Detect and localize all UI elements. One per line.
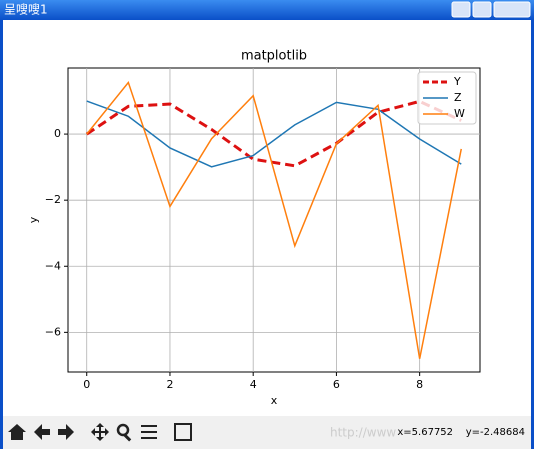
y-tick-label: −4 [45,259,61,272]
y-tick-label: 0 [54,127,61,140]
x-tick-label: 0 [83,378,90,391]
configure-line [141,437,157,439]
plot-area [67,67,481,373]
x-tick-label: 4 [250,378,257,391]
toolbar-icons [8,423,192,442]
x-tick-label: 8 [416,378,423,391]
x-axis-label: x [271,394,278,407]
series-line [86,81,463,359]
watermark: http://www [330,426,396,440]
window-title: 呈嗖嗖1 [4,3,48,17]
x-tick-label: 6 [333,378,340,391]
save-button[interactable] [174,423,192,441]
minimize-button[interactable] [451,1,471,18]
close-button[interactable] [493,1,531,18]
configure-line [141,431,157,433]
pan-button[interactable] [91,423,109,441]
frame-left [0,20,3,449]
maximize-button[interactable] [472,1,492,18]
x-tick-label: 2 [166,378,173,391]
zoom-button[interactable] [116,423,130,437]
title-bar [0,0,534,20]
series-line [85,99,462,168]
series-line [86,100,462,168]
forward-button[interactable] [58,424,74,440]
legend-label: W [454,107,465,120]
frame-right [531,20,534,449]
legend-label: Z [454,91,462,104]
y-tick-label: −2 [45,193,61,206]
zoom-handle [123,433,132,442]
legend-label: Y [453,75,461,88]
back-button[interactable] [34,424,50,440]
configure-button[interactable] [141,425,157,427]
toolbar [3,416,531,449]
y-tick-label: −6 [45,325,61,338]
cursor-status: x=5.67752 y=-2.48684 [397,427,525,438]
chart-title: matplotlib [241,49,307,64]
y-axis-label: y [27,216,40,223]
home-button[interactable] [8,424,26,440]
